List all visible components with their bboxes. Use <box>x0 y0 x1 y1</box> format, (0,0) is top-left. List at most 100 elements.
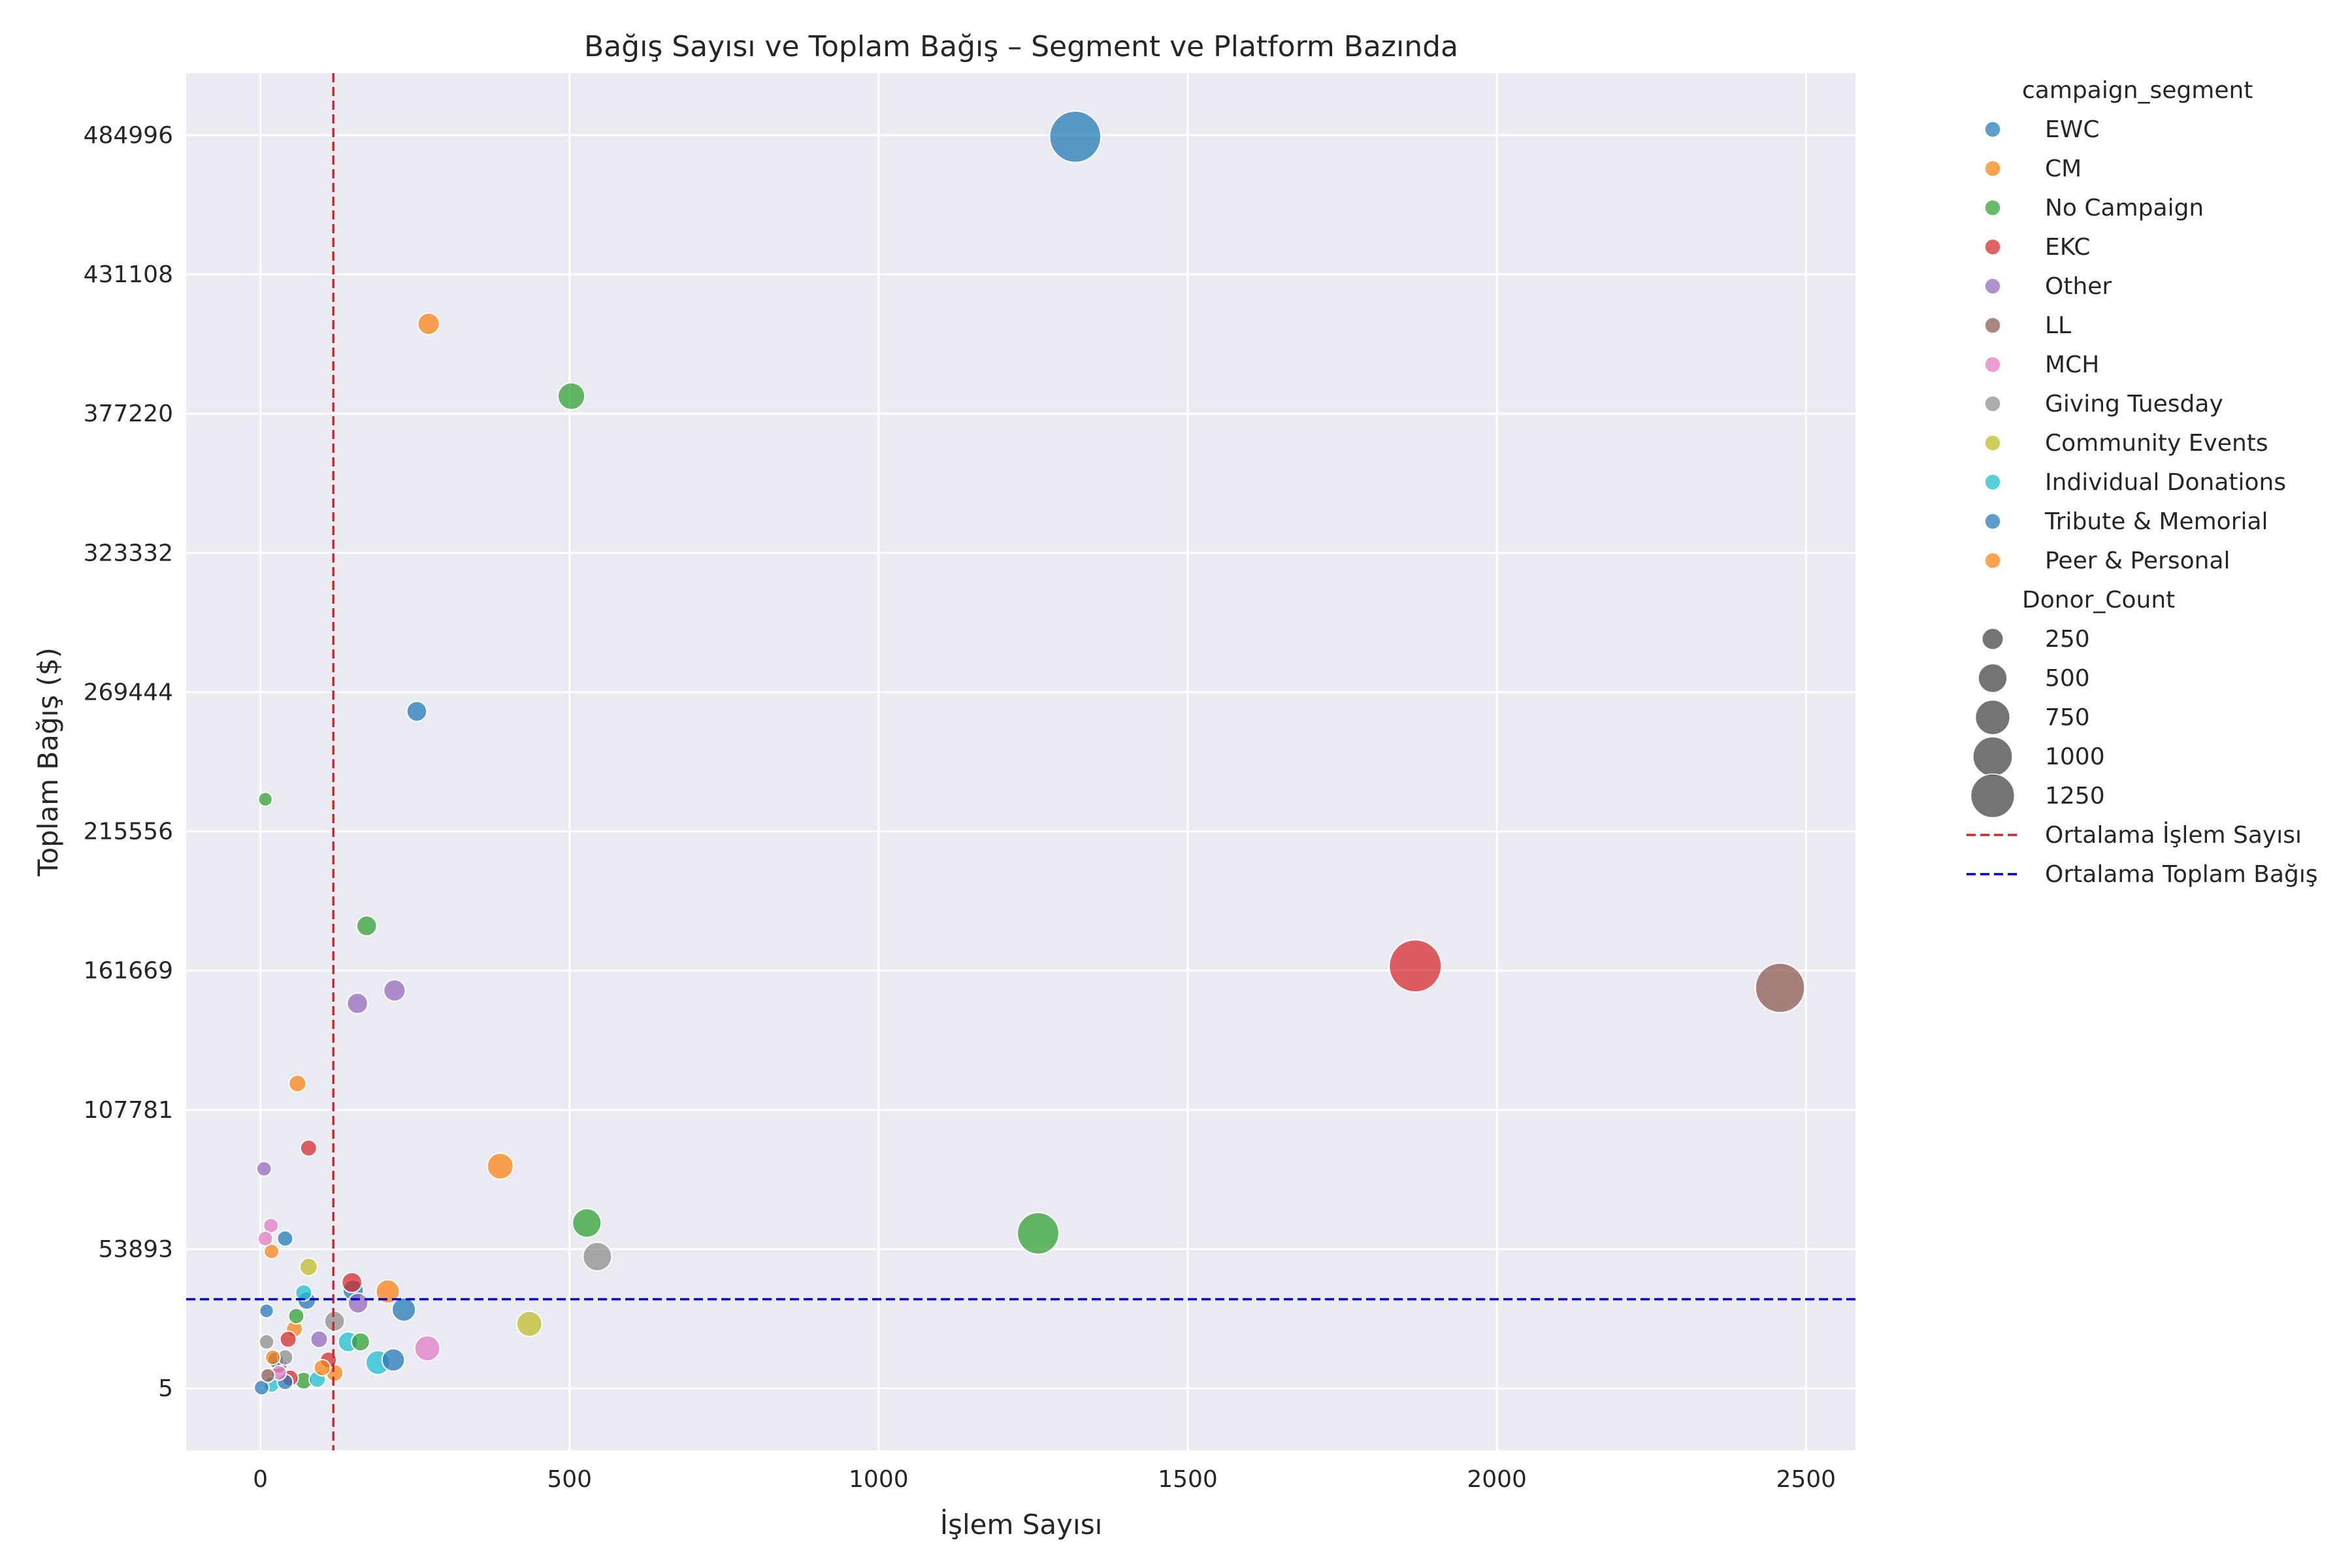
data-point <box>257 1230 274 1247</box>
legend-entry: EWC <box>2045 116 2099 143</box>
data-point <box>279 1330 297 1348</box>
x-axis-label: İşlem Sayısı <box>940 1508 1103 1541</box>
data-point <box>350 1331 370 1352</box>
data-point <box>1388 939 1443 993</box>
data-point <box>414 1335 441 1362</box>
legend-entry: No Campaign <box>2045 195 2204 221</box>
legend-marker <box>1984 552 2001 569</box>
data-point <box>1754 962 1806 1013</box>
legend-hue-title: campaign_segment <box>2022 77 2253 104</box>
data-point <box>381 1348 406 1372</box>
legend-marker <box>1984 356 2001 373</box>
data-point <box>295 1284 313 1302</box>
y-tick-label: 323332 <box>84 540 173 566</box>
legend-marker <box>1984 317 2001 334</box>
legend-line-entry: Ortalama Toplam Bağış <box>2045 861 2318 888</box>
data-point <box>310 1330 329 1348</box>
y-tick-label: 484996 <box>84 122 173 149</box>
legend-entry: LL <box>2045 312 2071 339</box>
data-point <box>572 1207 602 1239</box>
y-tick-label: 215556 <box>84 819 173 845</box>
data-point <box>375 1279 400 1304</box>
legend-entry: Individual Donations <box>2045 469 2286 496</box>
data-point <box>257 791 273 808</box>
legend-marker <box>1984 434 2001 451</box>
data-point <box>313 1358 331 1377</box>
legend-marker <box>1984 474 2001 491</box>
x-tick-label: 0 <box>253 1466 268 1493</box>
legend-size-marker <box>1972 736 2013 777</box>
data-point <box>341 1271 363 1294</box>
legend-marker <box>1984 160 2001 177</box>
legend-size-entry: 1250 <box>2045 783 2105 809</box>
y-tick-label: 107781 <box>84 1097 173 1124</box>
data-point <box>1017 1211 1060 1255</box>
legend-size-marker <box>1970 773 2016 819</box>
mean-lines <box>186 73 1855 1450</box>
y-tick-label: 161669 <box>84 958 173 985</box>
y-tick-label: 53893 <box>98 1236 173 1263</box>
data-point <box>417 312 440 336</box>
data-point <box>557 382 586 410</box>
legend-marker <box>1984 199 2001 216</box>
data-point <box>260 1367 276 1384</box>
data-point <box>255 1160 272 1177</box>
data-point <box>383 979 406 1002</box>
data-point <box>486 1152 514 1180</box>
x-tick-label: 2000 <box>1467 1466 1527 1493</box>
legend-entry: Tribute & Memorial <box>2044 508 2268 535</box>
y-axis-label: Toplam Bağış ($) <box>32 647 64 877</box>
data-point <box>287 1307 305 1325</box>
data-point <box>582 1241 613 1272</box>
legend-entry: Giving Tuesday <box>2045 391 2223 417</box>
legend-size-marker <box>1982 628 2004 650</box>
x-tick-label: 1000 <box>849 1466 909 1493</box>
data-point <box>406 700 428 723</box>
legend-entry: Community Events <box>2045 430 2268 457</box>
legend-marker <box>1984 278 2001 295</box>
legend-size-entry: 1000 <box>2045 743 2105 770</box>
data-point <box>1049 110 1102 163</box>
data-point <box>299 1257 318 1277</box>
data-point <box>323 1310 346 1332</box>
legend-line-entry: Ortalama İşlem Sayısı <box>2045 821 2302 849</box>
y-tick-label: 377220 <box>84 400 173 427</box>
data-points <box>253 110 1806 1396</box>
grid-lines <box>186 73 1855 1450</box>
x-tick-labels: 0 500 1000 1500 2000 2500 <box>253 1466 1836 1493</box>
legend: campaign_segment EWC CM No Campaign EKC Other… <box>1967 77 2318 888</box>
data-point <box>299 1139 318 1157</box>
data-point <box>263 1243 280 1260</box>
legend-entry: Other <box>2045 273 2112 300</box>
data-point <box>391 1297 417 1322</box>
y-tick-label: 269444 <box>84 679 173 706</box>
data-point <box>259 1303 274 1319</box>
legend-entry: CM <box>2045 155 2082 182</box>
data-point <box>276 1230 294 1247</box>
x-tick-label: 2500 <box>1776 1466 1836 1493</box>
legend-size-title: Donor_Count <box>2022 587 2175 613</box>
data-point <box>253 1379 270 1396</box>
data-point <box>346 992 368 1015</box>
data-point <box>347 1292 369 1314</box>
data-point <box>355 915 378 937</box>
data-point <box>258 1333 275 1350</box>
legend-entry: Peer & Personal <box>2045 547 2230 574</box>
legend-marker <box>1984 395 2001 412</box>
legend-size-marker <box>1974 699 2011 736</box>
legend-size-marker <box>1978 663 2008 693</box>
x-tick-label: 1500 <box>1158 1466 1218 1493</box>
chart-title: Bağış Sayısı ve Toplam Bağış – Segment v… <box>584 30 1458 63</box>
y-tick-labels: 5 53893 107781 161669 215556 269444 323332 3772… <box>84 122 173 1402</box>
data-point <box>515 1310 543 1337</box>
legend-size-entry: 500 <box>2045 665 2090 692</box>
legend-entry: MCH <box>2045 351 2099 378</box>
legend-entry: EKC <box>2045 234 2091 261</box>
legend-size-entry: 750 <box>2045 704 2090 731</box>
legend-marker <box>1984 513 2001 530</box>
data-point <box>265 1349 281 1365</box>
y-tick-label: 5 <box>158 1375 173 1402</box>
legend-marker <box>1984 121 2001 138</box>
legend-marker <box>1984 238 2001 255</box>
